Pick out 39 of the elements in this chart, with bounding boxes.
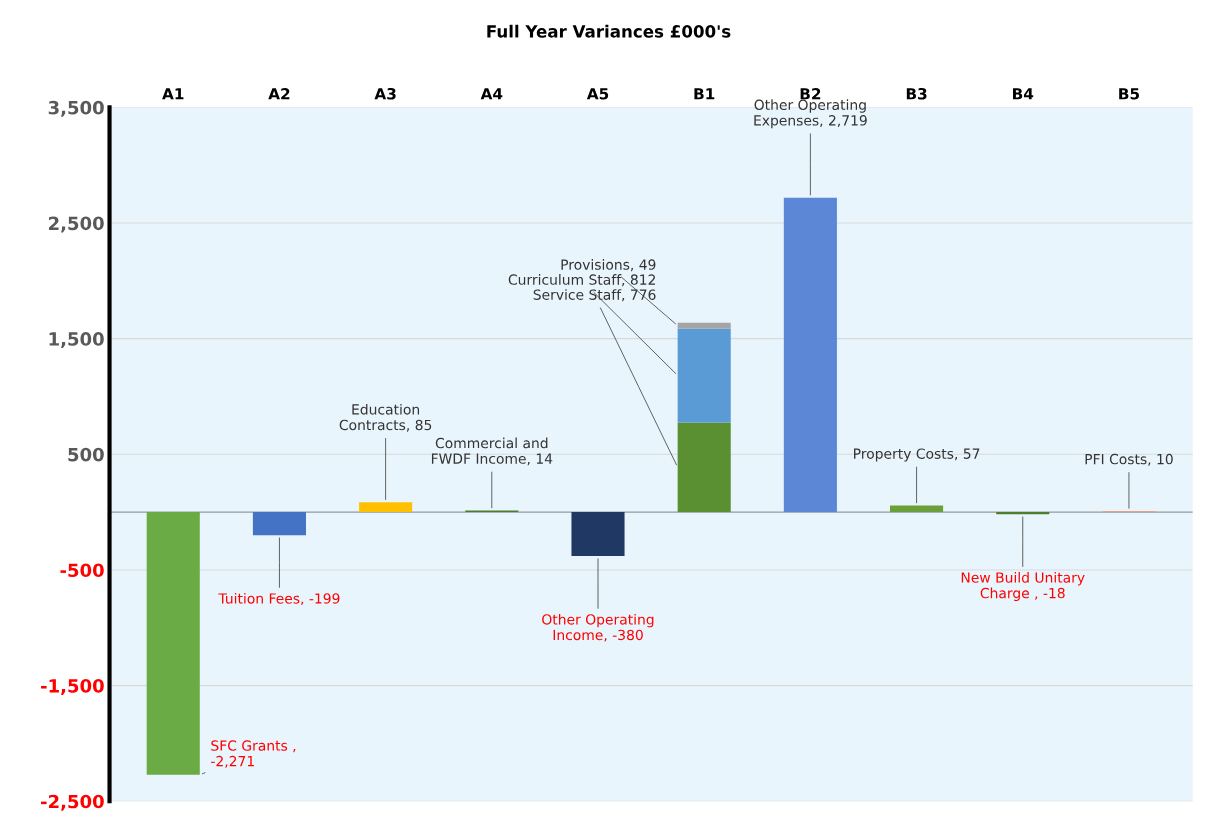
y-tick-label: -500 [60,563,104,578]
data-label: Commercial and FWDF Income, 14 [431,437,553,466]
x-tick-label: A5 [586,88,609,100]
x-tick-label: B1 [694,88,715,100]
data-label: Property Costs, 57 [854,448,980,462]
bar [677,422,731,513]
data-label: Education Contracts, 85 [339,403,432,432]
data-label: New Build Unitary Charge , -18 [961,572,1085,602]
data-label: Curriculum Staff, 812 [508,274,656,287]
y-tick-label: 500 [68,447,104,462]
x-tick-label: A2 [268,88,290,100]
bar [252,512,306,536]
bar [571,512,625,557]
bar [890,505,944,513]
x-tick-label: B5 [1119,88,1140,100]
bar [146,512,200,775]
y-tick-label: -2,500 [41,794,104,811]
data-label: Other Operating Income, -380 [542,613,654,642]
x-tick-label: B3 [906,88,927,100]
bar [359,502,413,513]
x-tick-label: A4 [480,88,503,100]
y-tick-label: 2,500 [48,216,104,233]
data-label: Other Operating Expenses, 2,719 [754,99,867,129]
data-label: Service Staff, 776 [533,289,656,302]
bar [996,512,1050,515]
bar [783,197,837,513]
y-tick-label: 1,500 [49,332,104,349]
bar [677,328,731,423]
y-tick-label: 3,500 [48,100,104,117]
data-label: Provisions, 49 [561,259,656,272]
chart-title: Full Year Variances £000's [487,24,731,38]
x-tick-label: A3 [374,88,396,100]
data-label: SFC Grants , -2,271 [211,740,296,768]
data-label: PFI Costs, 10 [1085,453,1173,466]
y-tick-label: -1,500 [41,679,104,695]
x-tick-label: B4 [1013,88,1034,100]
x-tick-label: B2 [800,88,821,100]
x-tick-label: A1 [162,88,184,100]
data-label: Tuition Fees, -199 [218,592,340,606]
